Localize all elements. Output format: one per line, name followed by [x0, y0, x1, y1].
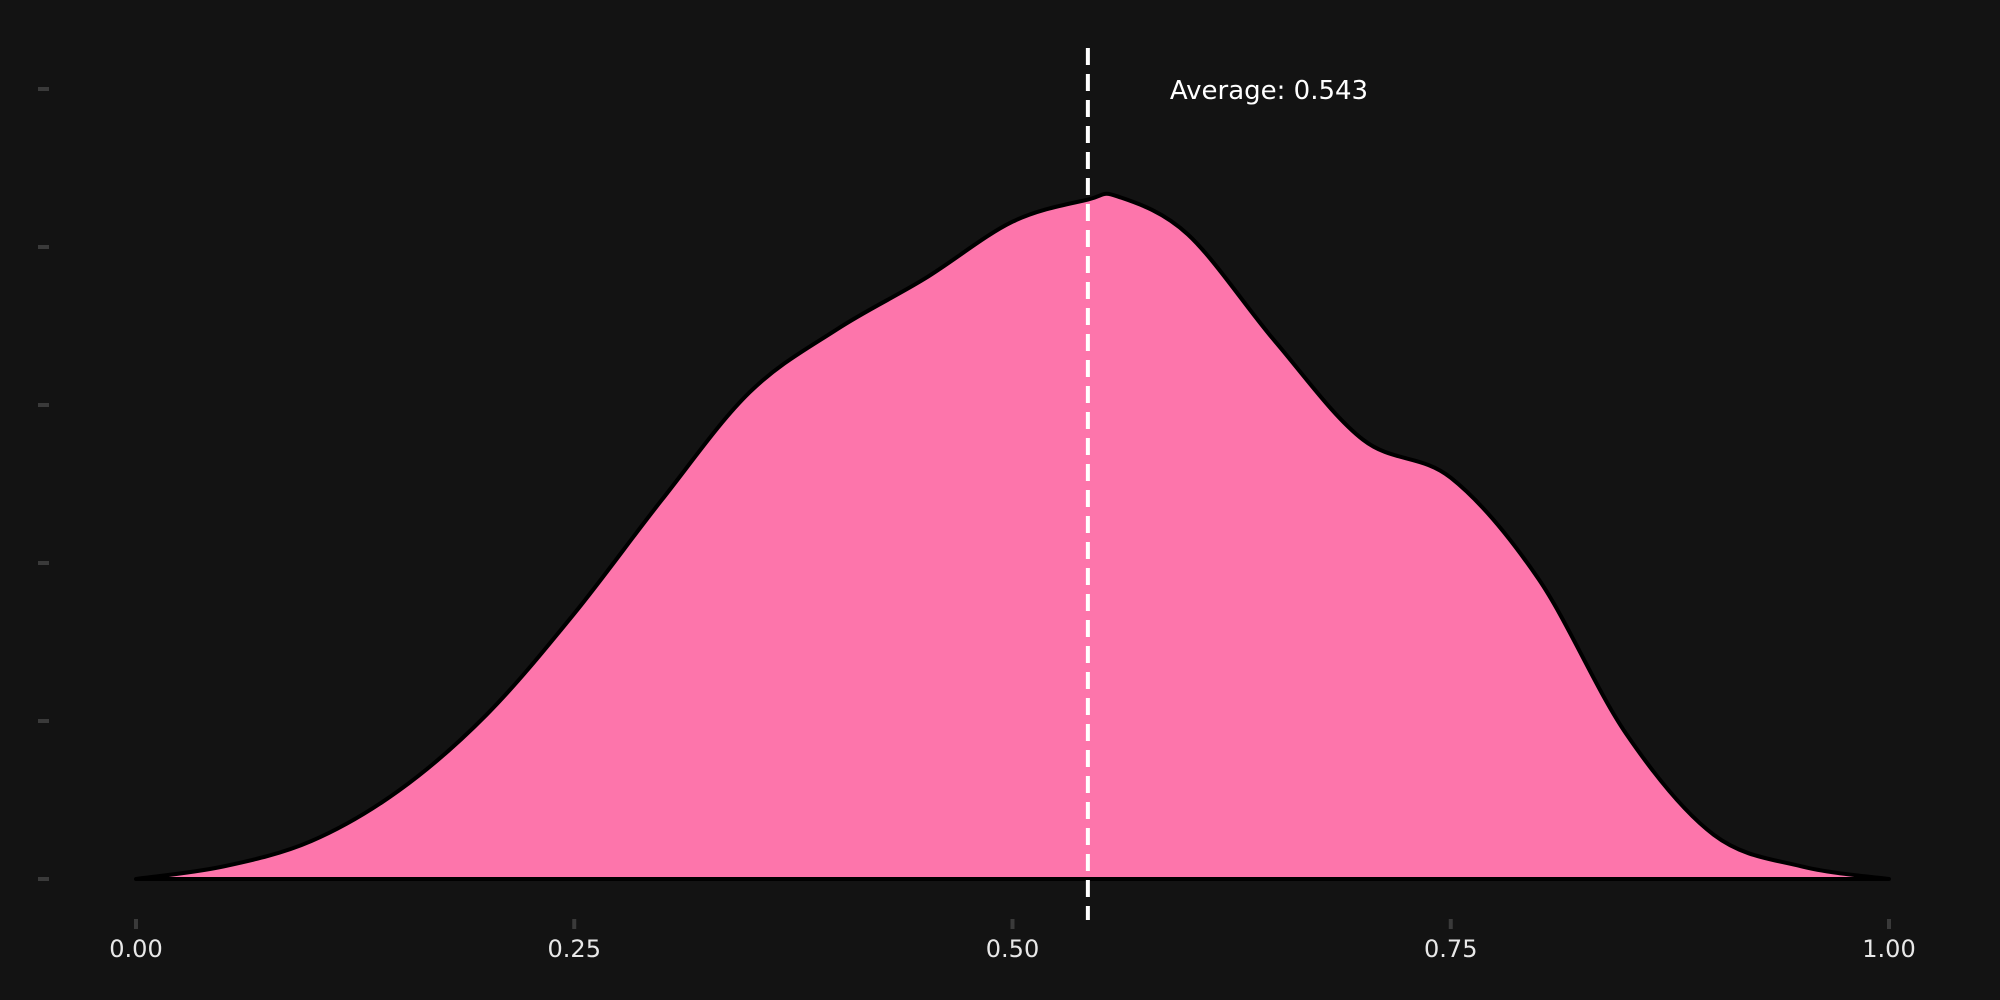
x-tick-label: 1.00	[1862, 935, 1915, 963]
x-tick-label: 0.75	[1424, 935, 1477, 963]
density-area	[134, 191, 1891, 881]
x-tick-label: 0.50	[986, 935, 1039, 963]
y-axis	[38, 87, 49, 881]
mean-annotation: Average: 0.543	[1170, 76, 1368, 106]
x-tick-label: 0.25	[548, 935, 601, 963]
x-axis: 0.00 0.25 0.50 0.75 1.00	[109, 919, 1916, 963]
x-tick-label: 0.00	[109, 935, 162, 963]
